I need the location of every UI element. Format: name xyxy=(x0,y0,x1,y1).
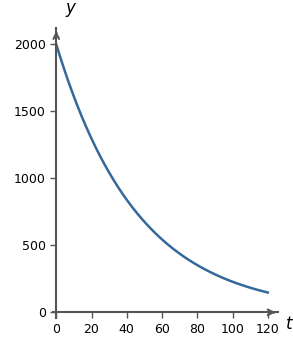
X-axis label: t: t xyxy=(286,315,293,333)
Y-axis label: y: y xyxy=(66,0,76,17)
